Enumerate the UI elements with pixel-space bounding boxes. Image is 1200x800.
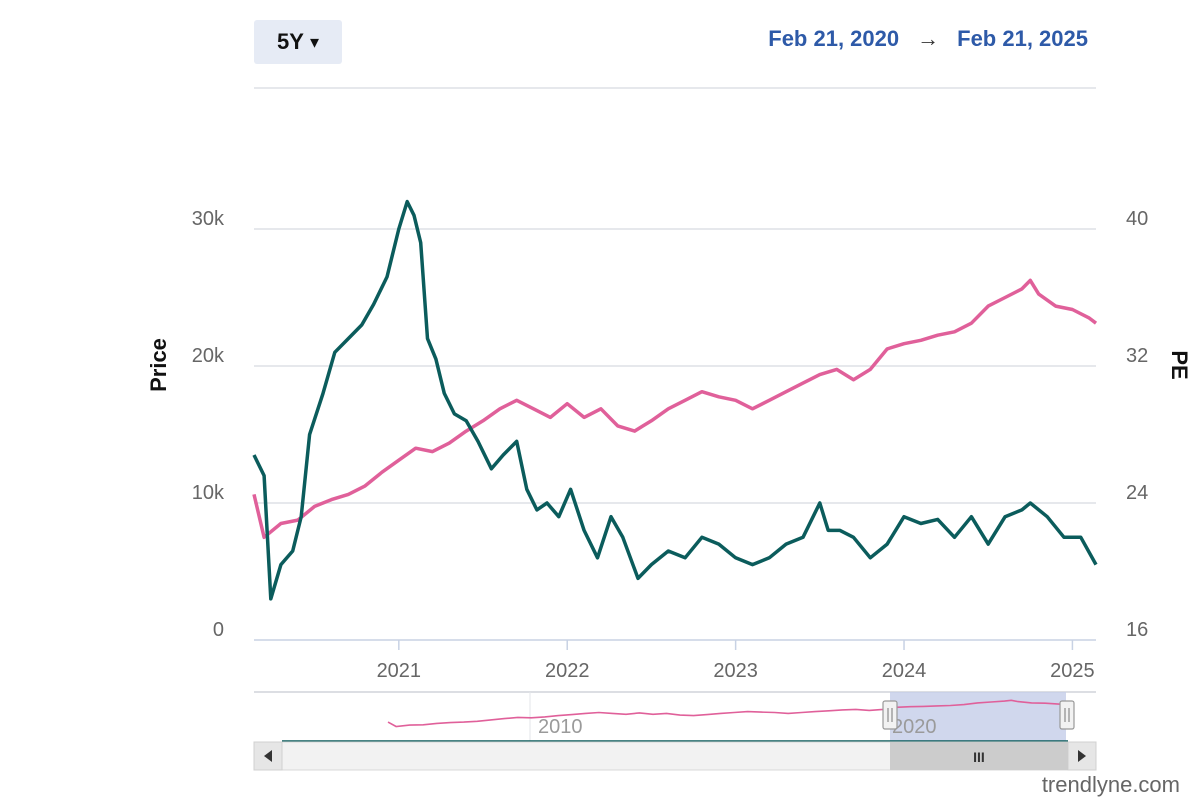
right-tick-label: 40 (1126, 208, 1148, 230)
right-tick-label: 16 (1126, 619, 1148, 641)
navigator[interactable]: 2010 2020 III (253, 691, 1097, 771)
right-tick-label: 32 (1126, 345, 1148, 367)
date-range-from[interactable]: Feb 21, 2020 (768, 26, 900, 51)
navigator-handle[interactable] (882, 700, 898, 730)
arrow-right-icon (1078, 750, 1086, 762)
x-tick-label: 2022 (545, 660, 590, 682)
arrow-right-icon: → (917, 26, 940, 51)
navigator-pe-line (387, 699, 1065, 728)
price-line (252, 199, 1098, 601)
x-tick-label: 2024 (882, 660, 927, 682)
gridlines (254, 87, 1096, 641)
navigator-selected-range[interactable] (890, 692, 1066, 741)
right-tick-label: 24 (1126, 482, 1148, 504)
right-axis-ticks: 16 24 32 40 (1126, 208, 1148, 641)
watermark: trendlyne.com (1041, 772, 1180, 797)
pe-line (252, 278, 1098, 540)
left-axis-label: Price (146, 338, 171, 392)
left-tick-label: 0 (213, 619, 224, 641)
navigator-tick-label: 2020 (892, 716, 937, 738)
period-label: 5Y (277, 29, 304, 54)
period-selector-button[interactable]: 5Y ▾ (254, 20, 342, 64)
scrollbar-grip: III (973, 749, 985, 765)
series-lines (252, 199, 1098, 601)
x-tick-label: 2023 (713, 660, 758, 682)
navigator-handle[interactable] (1059, 700, 1075, 730)
right-axis-label: PE (1167, 350, 1192, 379)
arrow-left-icon (264, 750, 272, 762)
left-tick-label: 20k (192, 345, 225, 367)
left-axis-ticks: 0 10k 20k 30k (192, 208, 225, 641)
x-tick-label: 2025 (1050, 660, 1095, 682)
date-range-to[interactable]: Feb 21, 2025 (957, 26, 1088, 51)
navigator-tick-label: 2010 (538, 716, 583, 738)
left-tick-label: 10k (192, 482, 225, 504)
scrollbar-thumb[interactable] (890, 742, 1068, 770)
x-axis: 2021 2022 2023 2024 2025 (377, 640, 1095, 682)
x-tick-label: 2021 (377, 660, 422, 682)
date-range: Feb 21, 2020 → Feb 21, 2025 (768, 26, 1088, 52)
chevron-down-icon: ▾ (309, 31, 319, 52)
left-tick-label: 30k (192, 208, 225, 230)
